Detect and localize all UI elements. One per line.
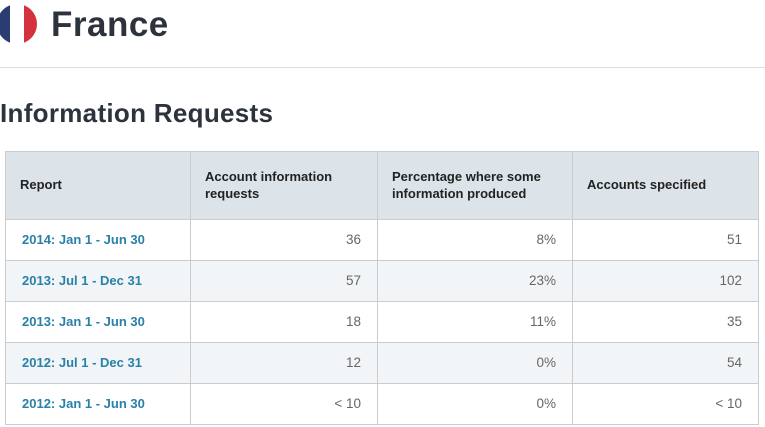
table-row: 2012: Jul 1 - Dec 31 12 0% 54 <box>5 341 759 384</box>
table-row: 2014: Jan 1 - Jun 30 36 8% 51 <box>5 218 759 261</box>
percentage-cell: 23% <box>377 259 573 302</box>
column-header-report: Report <box>5 150 191 220</box>
flag-stripe-white <box>10 4 24 44</box>
divider <box>0 67 765 68</box>
section-title: Information Requests <box>0 98 274 128</box>
accounts-cell: 35 <box>572 300 759 343</box>
report-link[interactable]: 2014: Jan 1 - Jun 30 <box>22 232 145 248</box>
requests-cell: 18 <box>190 300 378 343</box>
report-link[interactable]: 2012: Jan 1 - Jun 30 <box>22 396 145 412</box>
accounts-cell: < 10 <box>572 382 759 425</box>
column-header-percentage: Percentage where some information produc… <box>377 150 573 220</box>
column-header-accounts: Accounts specified <box>572 150 759 220</box>
table-header: Report Account information requests Perc… <box>5 150 759 220</box>
requests-cell: 57 <box>190 259 378 302</box>
report-link[interactable]: 2013: Jul 1 - Dec 31 <box>22 273 142 289</box>
accounts-cell: 51 <box>572 218 759 261</box>
percentage-cell: 11% <box>377 300 573 343</box>
column-header-requests: Account information requests <box>190 150 378 220</box>
report-cell: 2014: Jan 1 - Jun 30 <box>5 218 191 261</box>
report-cell: 2012: Jan 1 - Jun 30 <box>5 382 191 425</box>
accounts-cell: 54 <box>572 341 759 384</box>
percentage-cell: 0% <box>377 341 573 384</box>
report-cell: 2013: Jan 1 - Jun 30 <box>5 300 191 343</box>
page-header: France <box>0 0 765 44</box>
table-row: 2012: Jan 1 - Jun 30 < 10 0% < 10 <box>5 382 759 425</box>
page-title: France <box>51 4 169 44</box>
report-link[interactable]: 2012: Jul 1 - Dec 31 <box>22 355 142 371</box>
table-header-row: Report Account information requests Perc… <box>5 150 759 220</box>
flag-stripe-blue <box>0 4 11 44</box>
percentage-cell: 8% <box>377 218 573 261</box>
requests-cell: 36 <box>190 218 378 261</box>
table-body: 2014: Jan 1 - Jun 30 36 8% 51 2013: Jul 1 - … <box>5 218 759 425</box>
requests-cell: 12 <box>190 341 378 384</box>
table-row: 2013: Jul 1 - Dec 31 57 23% 102 <box>5 259 759 302</box>
table-row: 2013: Jan 1 - Jun 30 18 11% 35 <box>5 300 759 343</box>
report-link[interactable]: 2013: Jan 1 - Jun 30 <box>22 314 145 330</box>
accounts-cell: 102 <box>572 259 759 302</box>
flag-stripe-red <box>23 4 37 44</box>
percentage-cell: 0% <box>377 382 573 425</box>
report-cell: 2013: Jul 1 - Dec 31 <box>5 259 191 302</box>
france-flag-icon <box>0 4 37 44</box>
requests-cell: < 10 <box>190 382 378 425</box>
report-cell: 2012: Jul 1 - Dec 31 <box>5 341 191 384</box>
information-requests-table: Report Account information requests Perc… <box>5 150 759 425</box>
